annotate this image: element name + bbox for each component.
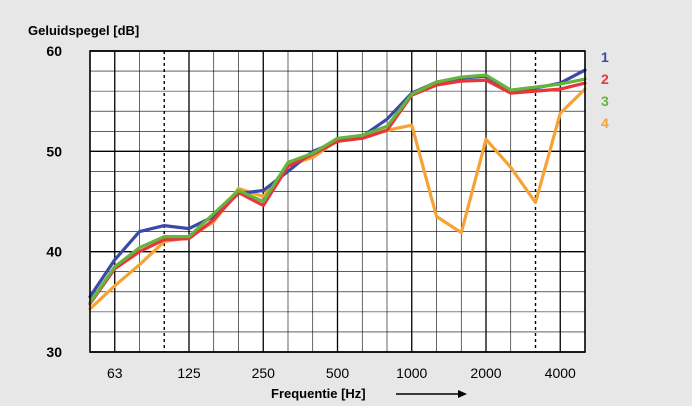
x-axis-label: Frequentie [Hz]: [271, 386, 366, 401]
x-tick-label: 2000: [470, 365, 501, 381]
legend: 1 2 3 4: [601, 49, 609, 131]
x-tick-label: 250: [252, 365, 276, 381]
y-tick-label: 30: [46, 344, 62, 360]
plot-frame: [89, 50, 586, 353]
y-tick-labels: 30 40 50 60: [46, 43, 62, 360]
series-line-3: [88, 73, 587, 305]
x-tick-label: 125: [177, 365, 201, 381]
legend-entry-1: 1: [601, 49, 609, 65]
y-axis-label: Geluidspegel [dB]: [28, 23, 139, 38]
y-tick-label: 50: [46, 143, 62, 159]
x-tick-labels: 63 125 250 500 1000 2000 4000: [107, 365, 576, 381]
legend-entry-2: 2: [601, 71, 609, 87]
y-tick-label: 60: [46, 43, 62, 59]
x-tick-label: 500: [326, 365, 350, 381]
legend-entry-4: 4: [601, 115, 609, 131]
legend-entry-3: 3: [601, 93, 609, 109]
x-tick-label: 63: [107, 365, 123, 381]
series-lines: [88, 68, 587, 311]
x-tick-label: 4000: [545, 365, 576, 381]
y-tick-label: 40: [46, 244, 62, 260]
x-axis-arrow-icon: [396, 390, 467, 398]
series-line-2: [88, 78, 587, 306]
x-tick-label: 1000: [396, 365, 427, 381]
